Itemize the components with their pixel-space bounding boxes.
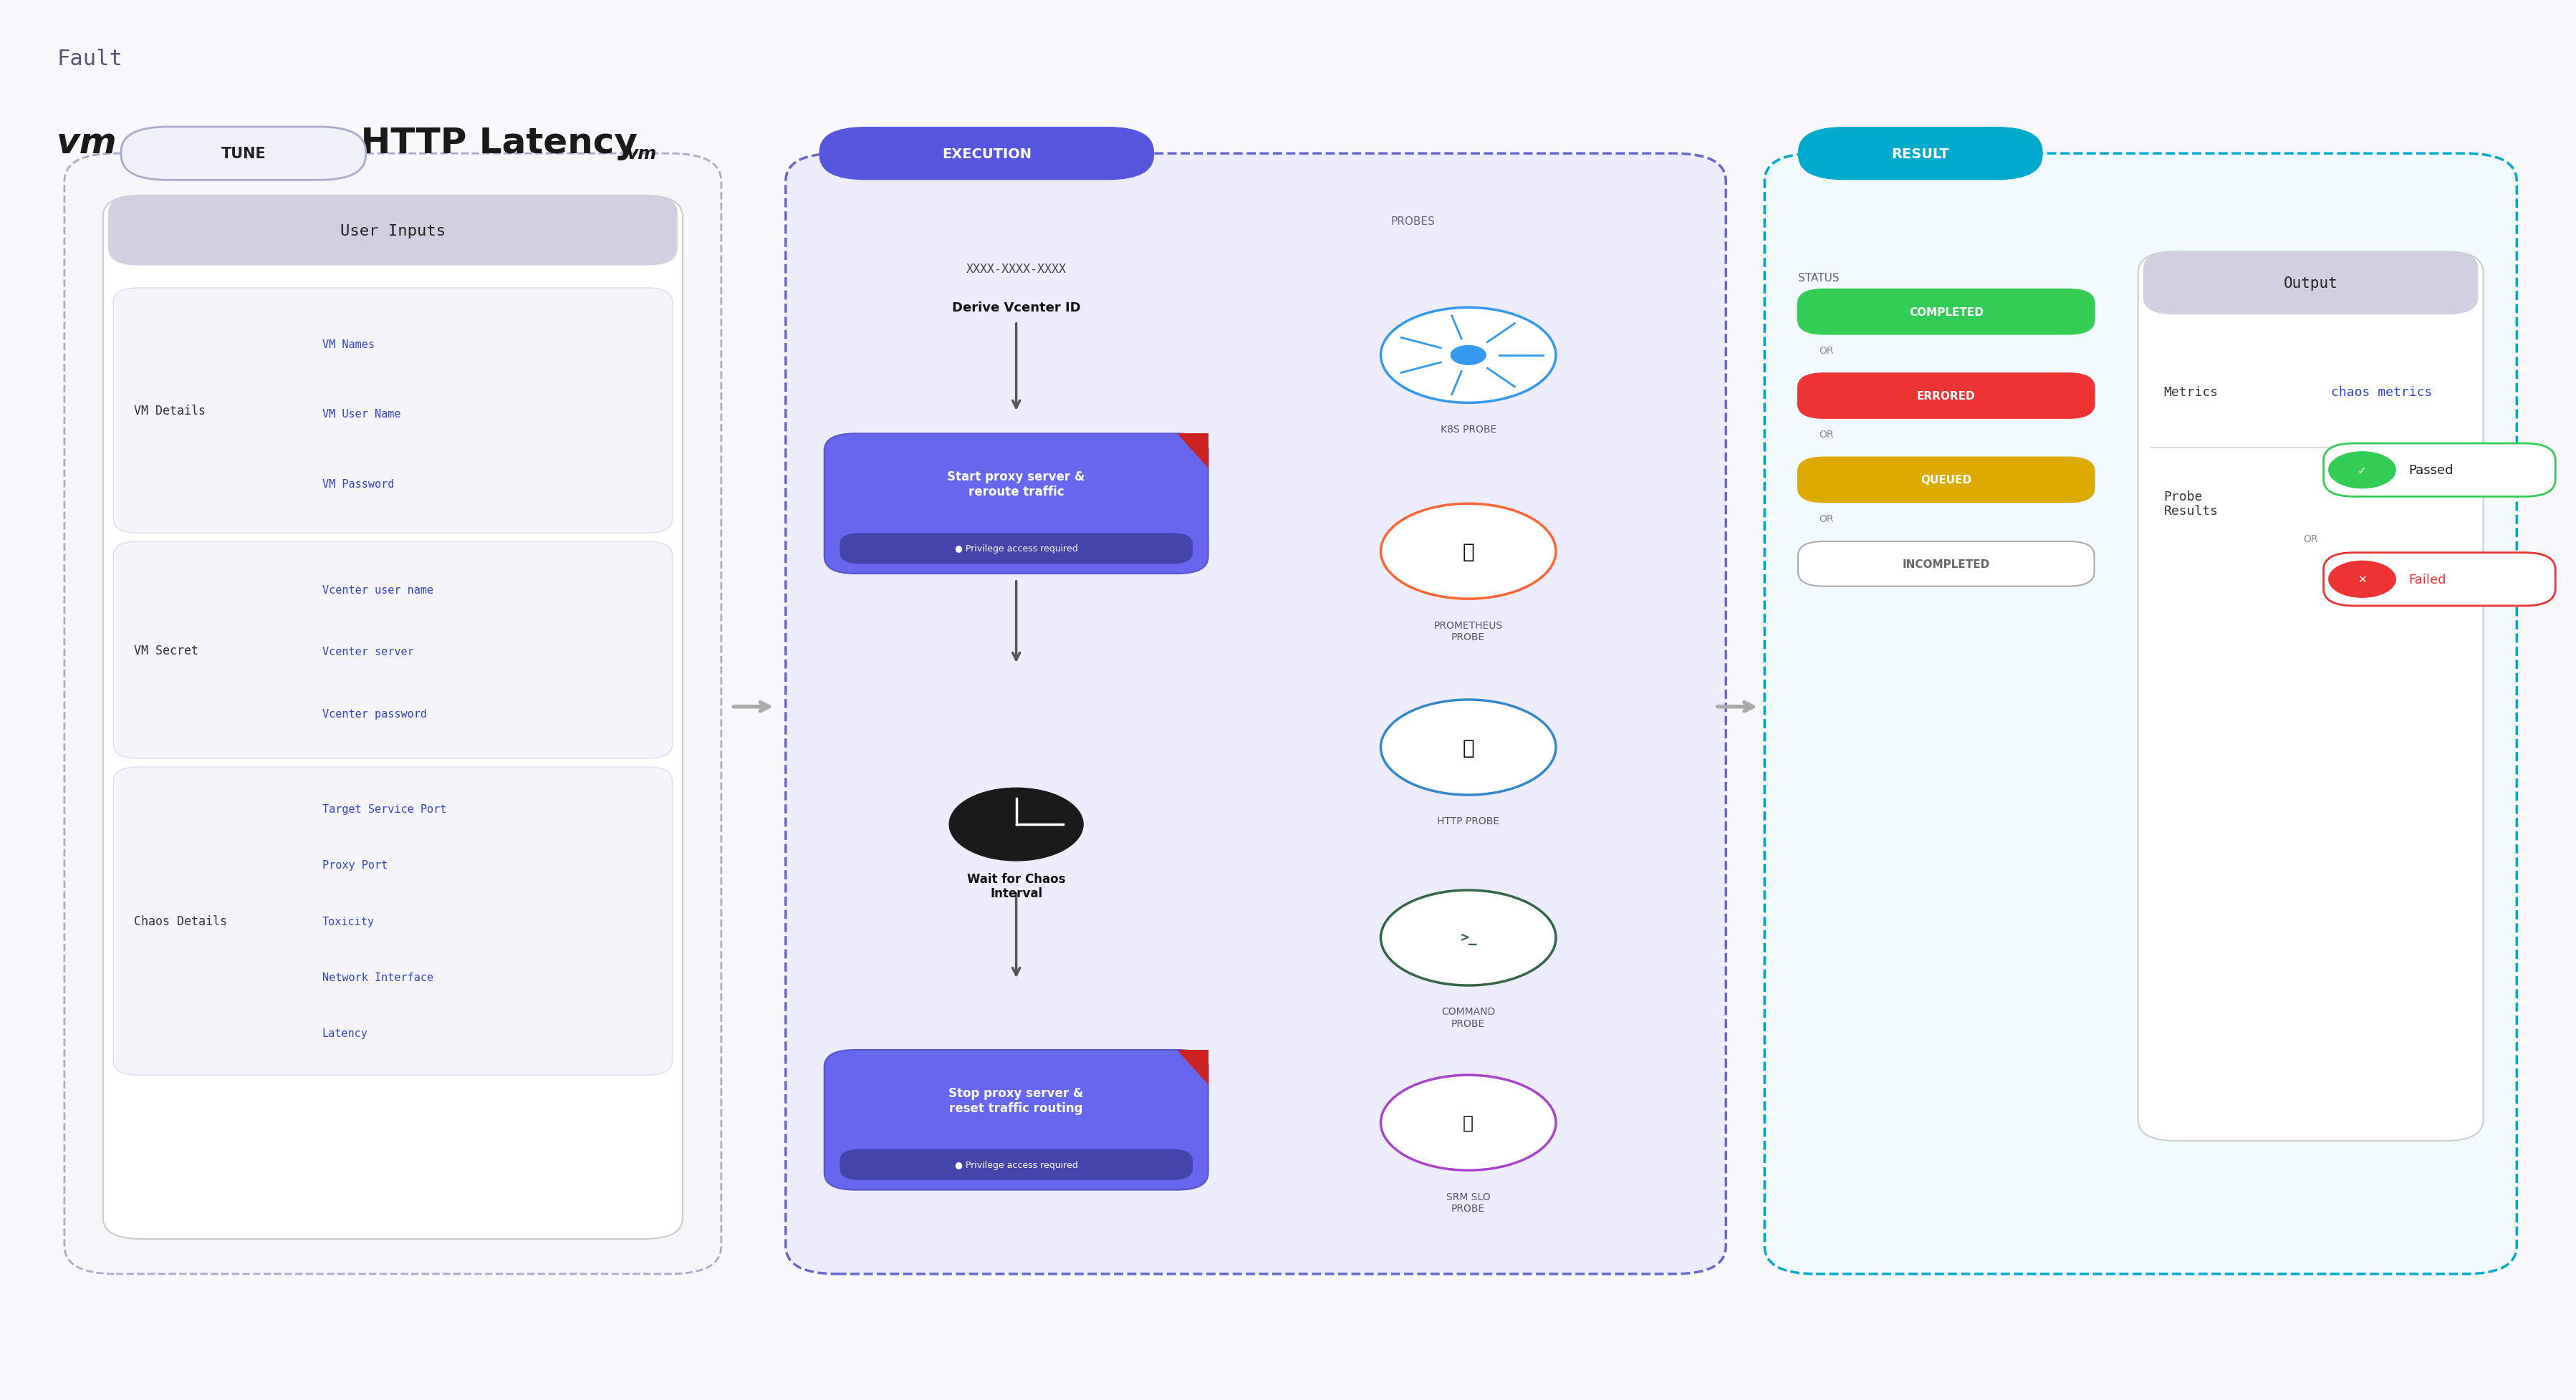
Text: Derive Vcenter ID: Derive Vcenter ID [953,301,1079,315]
Text: ERRORED: ERRORED [1917,391,1976,402]
Text: OR: OR [1819,346,1834,356]
Text: Metrics: Metrics [2164,385,2218,399]
Circle shape [1381,700,1556,795]
Text: Network Interface: Network Interface [322,972,433,983]
FancyBboxPatch shape [113,767,672,1075]
Text: 🔥: 🔥 [1463,542,1473,561]
FancyBboxPatch shape [824,434,1208,574]
FancyBboxPatch shape [2138,252,2483,1141]
Text: ● Privilege access required: ● Privilege access required [956,545,1077,553]
Text: RESULT: RESULT [1891,147,1950,161]
FancyBboxPatch shape [121,127,366,181]
Text: Failed: Failed [2409,573,2447,587]
Text: COMMAND
PROBE: COMMAND PROBE [1443,1007,1494,1028]
Text: Output: Output [2282,276,2339,291]
Text: TUNE: TUNE [222,147,265,161]
Text: Probe
Results: Probe Results [2164,490,2218,518]
FancyBboxPatch shape [1798,290,2094,335]
Text: chaos metrics: chaos metrics [2331,385,2432,399]
Text: Vcenter password: Vcenter password [322,708,428,720]
Text: Fault: Fault [57,49,124,70]
Text: 🌐: 🌐 [1463,738,1473,757]
Text: HTTP PROBE: HTTP PROBE [1437,816,1499,826]
FancyBboxPatch shape [64,154,721,1274]
FancyBboxPatch shape [113,288,672,533]
Text: VM Secret: VM Secret [134,644,198,657]
Text: 🔄: 🔄 [1463,1114,1473,1131]
Text: Wait for Chaos
Interval: Wait for Chaos Interval [966,872,1066,900]
Text: VM Details: VM Details [134,405,206,417]
FancyBboxPatch shape [1765,154,2517,1274]
Text: Target Service Port: Target Service Port [322,804,446,815]
Text: Stop proxy server &
reset traffic routing: Stop proxy server & reset traffic routin… [948,1086,1084,1114]
Circle shape [1381,890,1556,986]
FancyBboxPatch shape [840,1149,1193,1180]
Text: vm: vm [626,146,657,162]
Circle shape [2329,561,2396,598]
Text: ✓: ✓ [2357,465,2367,476]
Text: OR: OR [1819,514,1834,524]
FancyBboxPatch shape [1798,127,2043,181]
Text: SRM SLO
PROBE: SRM SLO PROBE [1445,1191,1492,1212]
Text: VMware HTTP Latency: VMware HTTP Latency [185,126,636,161]
Circle shape [1450,346,1486,365]
Text: OR: OR [1819,430,1834,440]
FancyBboxPatch shape [824,1050,1208,1190]
Text: VM Password: VM Password [322,479,394,490]
Text: XXXX-XXXX-XXXX: XXXX-XXXX-XXXX [966,262,1066,276]
FancyBboxPatch shape [108,196,677,266]
Text: Toxicity: Toxicity [322,916,374,927]
FancyBboxPatch shape [103,196,683,1239]
Text: ● Privilege access required: ● Privilege access required [956,1161,1077,1169]
Circle shape [2329,452,2396,489]
Text: VM User Name: VM User Name [322,409,399,420]
Text: >_: >_ [1461,931,1476,945]
Text: Vcenter server: Vcenter server [322,647,415,657]
Text: OR: OR [2303,533,2318,545]
Polygon shape [1177,1050,1208,1085]
Text: QUEUED: QUEUED [1922,475,1971,486]
Text: EXECUTION: EXECUTION [943,147,1030,161]
Text: Vcenter user name: Vcenter user name [322,584,433,595]
Text: INCOMPLETED: INCOMPLETED [1904,559,1989,570]
Circle shape [1381,504,1556,599]
Text: Latency: Latency [322,1028,368,1039]
Text: Chaos Details: Chaos Details [134,914,227,928]
FancyBboxPatch shape [1798,542,2094,587]
Text: Start proxy server &
reroute traffic: Start proxy server & reroute traffic [948,470,1084,498]
Text: Proxy Port: Proxy Port [322,860,386,871]
Text: K8S PROBE: K8S PROBE [1440,424,1497,434]
FancyBboxPatch shape [2143,252,2478,315]
Text: STATUS: STATUS [1798,273,1839,284]
Text: VM Names: VM Names [322,339,374,350]
FancyBboxPatch shape [840,533,1193,564]
FancyBboxPatch shape [2324,444,2555,497]
Text: User Inputs: User Inputs [340,224,446,238]
FancyBboxPatch shape [819,127,1154,181]
Text: PROBES: PROBES [1391,216,1435,227]
Text: Passed: Passed [2409,463,2452,477]
FancyBboxPatch shape [786,154,1726,1274]
FancyBboxPatch shape [1798,458,2094,503]
Circle shape [1381,1075,1556,1170]
FancyBboxPatch shape [2324,553,2555,606]
Circle shape [1381,308,1556,403]
Polygon shape [1177,434,1208,469]
Text: PROMETHEUS
PROBE: PROMETHEUS PROBE [1435,620,1502,641]
Text: COMPLETED: COMPLETED [1909,307,1984,318]
FancyBboxPatch shape [1798,374,2094,419]
Text: vm: vm [57,126,118,161]
FancyBboxPatch shape [113,542,672,759]
Text: ✕: ✕ [2357,574,2367,585]
Circle shape [948,788,1084,861]
